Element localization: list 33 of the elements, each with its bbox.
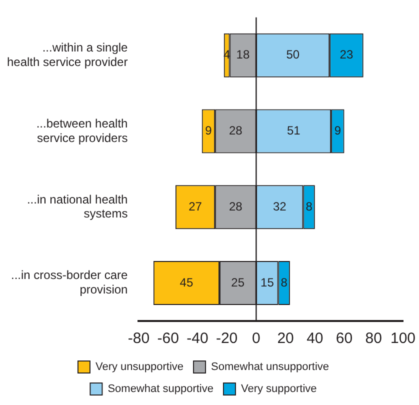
x-tick-label: -80 xyxy=(128,330,150,348)
x-tick-label: 40 xyxy=(306,330,324,348)
y-tick-label: ...between health service providers xyxy=(36,116,128,145)
data-label: 8 xyxy=(280,275,288,290)
x-tick-label: -20 xyxy=(216,330,238,348)
legend-label: Somewhat supportive xyxy=(108,383,214,396)
data-label: 25 xyxy=(231,275,245,290)
x-tick-label: -60 xyxy=(157,330,179,348)
data-label: 15 xyxy=(260,275,274,290)
y-tick-label: ...in cross-border care provision xyxy=(11,268,128,297)
x-tick-label: 60 xyxy=(336,330,353,348)
y-tick-label: ...within a single health service provider xyxy=(6,40,128,69)
data-label: 18 xyxy=(236,48,250,62)
legend-label: Very supportive xyxy=(240,383,317,396)
data-label: 28 xyxy=(228,199,243,214)
legend-label: Very unsupportive xyxy=(95,361,184,374)
data-label: 23 xyxy=(340,48,354,62)
data-label: 45 xyxy=(180,275,194,290)
data-label: 32 xyxy=(272,199,287,214)
data-label: 8 xyxy=(306,199,313,214)
x-tick-label: -40 xyxy=(186,330,208,348)
data-label: 9 xyxy=(334,124,342,138)
data-label: 51 xyxy=(286,124,301,138)
y-tick-label: ...in national health systems xyxy=(26,192,128,221)
x-tick-label: 0 xyxy=(252,330,260,348)
data-label: 50 xyxy=(286,48,300,62)
data-label: 27 xyxy=(188,199,202,214)
x-tick-label: 20 xyxy=(277,330,294,348)
data-label: 28 xyxy=(228,124,243,138)
data-label: 9 xyxy=(205,124,212,138)
x-tick-label: 100 xyxy=(390,330,416,348)
legend-label: Somewhat unsupportive xyxy=(211,361,330,374)
x-tick-label: 80 xyxy=(365,330,382,348)
